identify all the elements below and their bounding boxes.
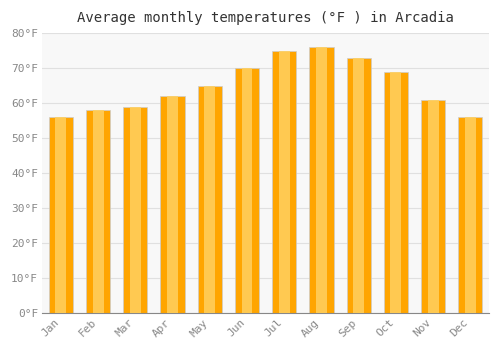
Bar bbox=[123, 107, 148, 313]
Title: Average monthly temperatures (°F ) in Arcadia: Average monthly temperatures (°F ) in Ar… bbox=[77, 11, 454, 25]
Bar bbox=[316, 47, 327, 313]
Bar bbox=[278, 51, 289, 313]
Bar bbox=[242, 68, 252, 313]
Bar bbox=[353, 58, 364, 313]
Bar bbox=[421, 100, 445, 313]
Bar bbox=[235, 68, 259, 313]
Bar bbox=[49, 117, 73, 313]
Bar bbox=[204, 86, 215, 313]
Bar bbox=[384, 72, 408, 313]
Bar bbox=[86, 110, 110, 313]
Bar bbox=[310, 47, 334, 313]
Bar bbox=[465, 117, 475, 313]
Bar bbox=[167, 96, 178, 313]
Bar bbox=[92, 110, 104, 313]
Bar bbox=[458, 117, 482, 313]
Bar bbox=[390, 72, 402, 313]
Bar bbox=[56, 117, 66, 313]
Bar bbox=[272, 51, 296, 313]
Bar bbox=[160, 96, 184, 313]
Bar bbox=[198, 86, 222, 313]
Bar bbox=[130, 107, 141, 313]
Bar bbox=[428, 100, 438, 313]
Bar bbox=[346, 58, 370, 313]
